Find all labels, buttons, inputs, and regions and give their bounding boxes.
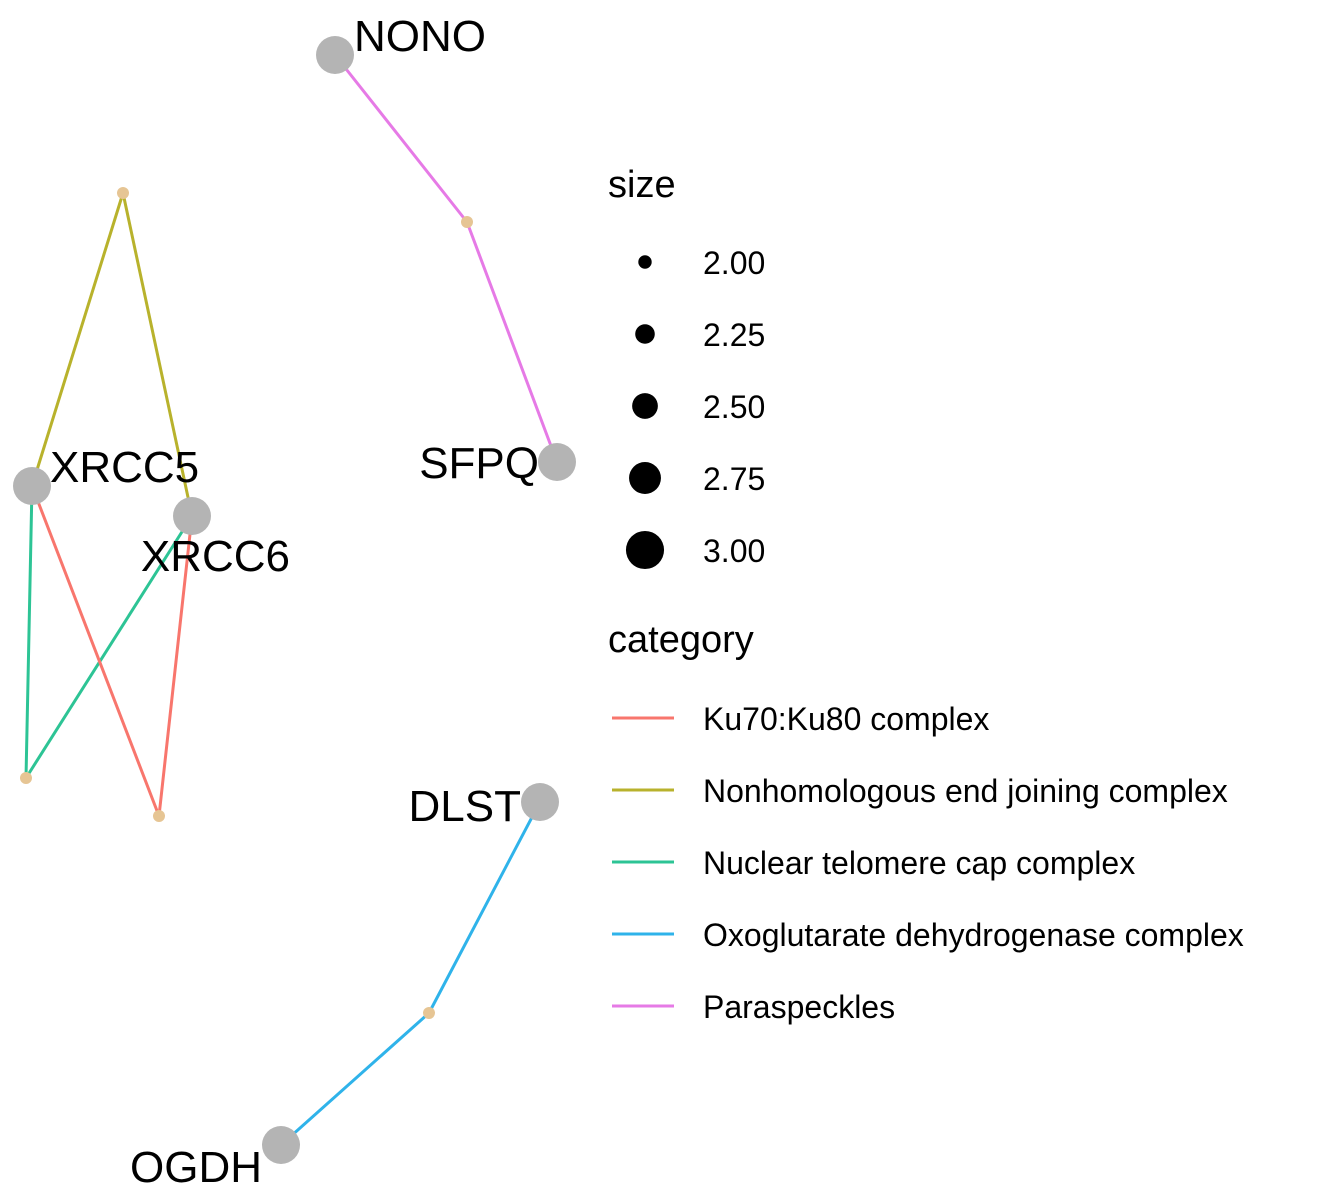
term-node-term-ogdh xyxy=(423,1007,435,1019)
node-label-xrcc5: XRCC5 xyxy=(50,443,199,492)
node-layer xyxy=(13,36,576,1164)
edge-term-nhej-xrcc6 xyxy=(121,191,194,518)
legend: size 2.00 2.25 2.50 2.75 3.00 category Ku70:… xyxy=(608,164,1244,1025)
category-legend-label: Nonhomologous end joining complex xyxy=(703,773,1228,809)
category-legend-title: category xyxy=(608,619,754,661)
size-legend-point xyxy=(625,530,665,570)
size-legend-label: 2.00 xyxy=(703,245,765,281)
term-node-term-telomere xyxy=(20,772,32,784)
edge-xrcc5-term-nhej xyxy=(30,191,125,488)
term-node-term-paraspeckles xyxy=(461,216,473,228)
size-legend-point xyxy=(638,255,652,269)
category-legend: category Ku70:Ku80 complex Nonhomologous … xyxy=(608,619,1244,1025)
edge-xrcc5-term-ku xyxy=(30,484,161,818)
size-legend-point xyxy=(632,393,658,419)
size-legend-label: 2.50 xyxy=(703,389,765,425)
size-legend-point xyxy=(629,462,661,494)
gene-node-ogdh xyxy=(262,1126,300,1164)
node-label-dlst: DLST xyxy=(409,782,521,831)
edge-term-ogdh-ogdh xyxy=(279,1011,431,1147)
category-legend-label: Nuclear telomere cap complex xyxy=(703,845,1135,881)
size-legend: size 2.00 2.25 2.50 2.75 3.00 xyxy=(608,164,765,570)
category-legend-label: Oxoglutarate dehydrogenase complex xyxy=(703,917,1244,953)
node-label-xrcc6: XRCC6 xyxy=(141,532,290,581)
node-label-ogdh: OGDH xyxy=(130,1143,262,1192)
size-legend-title: size xyxy=(608,164,676,206)
size-legend-label: 2.75 xyxy=(703,461,765,497)
label-layer: NONO SFPQ XRCC5 XRCC6 DLST OGDH xyxy=(50,12,539,1192)
edge-xrcc6-term-ku xyxy=(157,514,194,818)
gene-node-xrcc5 xyxy=(13,467,51,505)
edge-xrcc6-term-telomere xyxy=(24,514,194,780)
size-legend-point xyxy=(635,324,655,344)
edge-xrcc5-term-telomere xyxy=(24,484,34,780)
term-node-term-ku xyxy=(153,810,165,822)
size-legend-label: 3.00 xyxy=(703,533,765,569)
gene-node-dlst xyxy=(521,783,559,821)
size-legend-label: 2.25 xyxy=(703,317,765,353)
node-label-nono: NONO xyxy=(354,12,486,61)
category-legend-label: Ku70:Ku80 complex xyxy=(703,701,989,737)
edge-nono-term-paraspeckles xyxy=(333,53,469,224)
edge-dlst-term-ogdh xyxy=(427,800,542,1015)
gene-node-nono xyxy=(316,36,354,74)
gene-node-xrcc6 xyxy=(173,497,211,535)
term-node-term-nhej xyxy=(117,187,129,199)
node-label-sfpq: SFPQ xyxy=(419,439,539,488)
category-legend-entries: Ku70:Ku80 complex Nonhomologous end joini… xyxy=(612,701,1244,1025)
gene-node-sfpq xyxy=(538,443,576,481)
edge-layer xyxy=(24,53,559,1147)
category-legend-label: Paraspeckles xyxy=(703,989,895,1025)
size-legend-entries: 2.00 2.25 2.50 2.75 3.00 xyxy=(625,245,765,570)
edge-term-paraspeckles-sfpq xyxy=(465,220,559,464)
